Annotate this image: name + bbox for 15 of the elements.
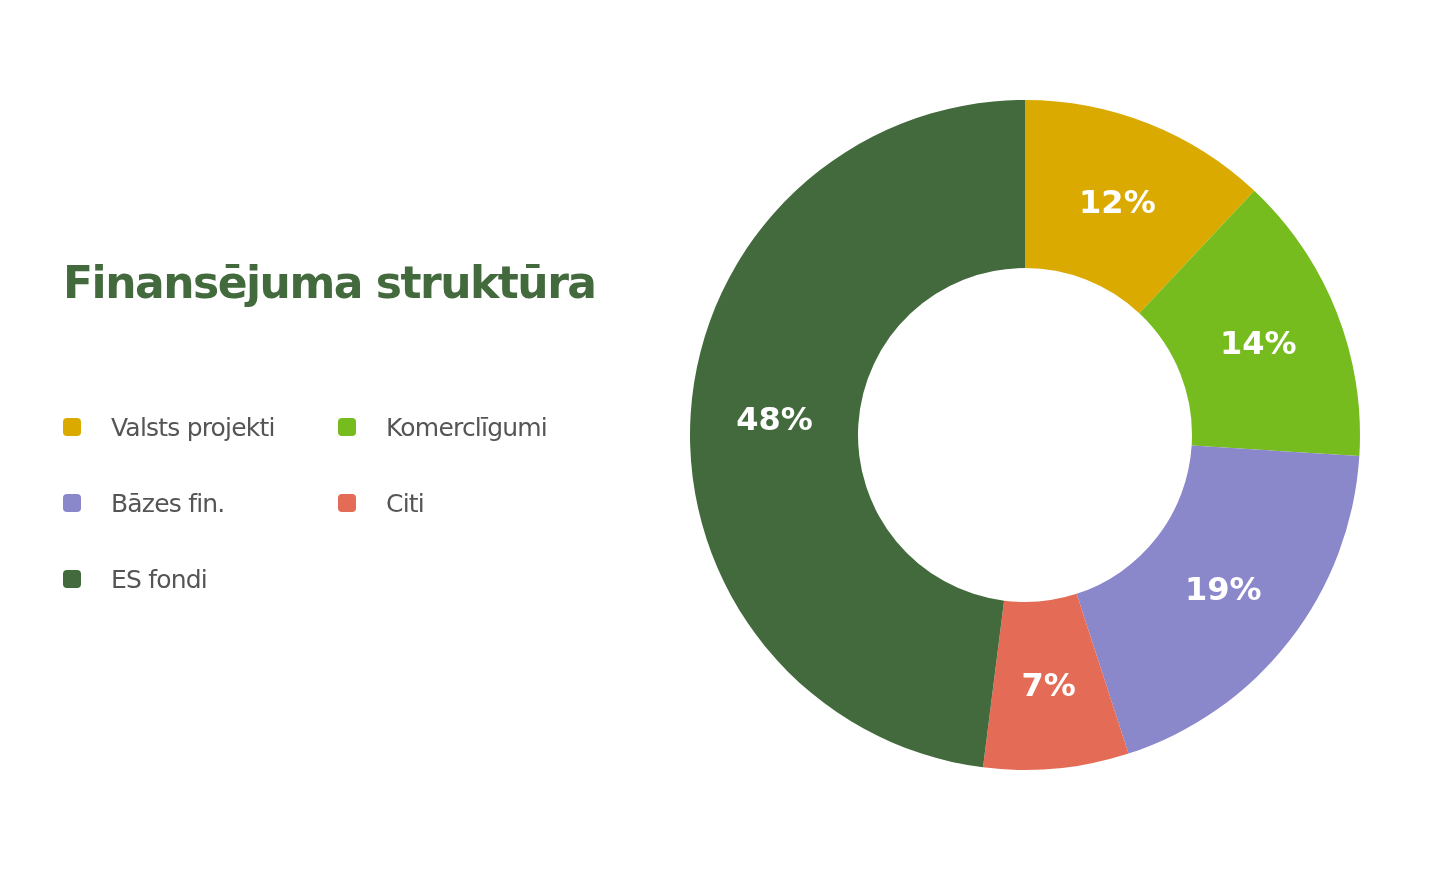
donut-slice	[1025, 100, 1255, 314]
legend-label: Bāzes fin.	[111, 488, 225, 518]
data-label: 7%	[1021, 666, 1076, 705]
data-label: 48%	[736, 400, 813, 439]
legend-label: Valsts projekti	[111, 412, 275, 442]
legend-label: ES fondi	[111, 564, 207, 594]
legend-label: Citi	[386, 488, 424, 518]
donut-slice	[983, 593, 1129, 770]
text: Finansējuma struktūra	[63, 257, 596, 308]
donut-slice	[1076, 445, 1360, 754]
data-label: 19%	[1185, 570, 1262, 609]
data-label: 14%	[1220, 323, 1297, 362]
donut-slice	[690, 100, 1025, 768]
legend-label: Komerclīgumi	[386, 412, 547, 442]
data-label: 12%	[1079, 182, 1156, 221]
